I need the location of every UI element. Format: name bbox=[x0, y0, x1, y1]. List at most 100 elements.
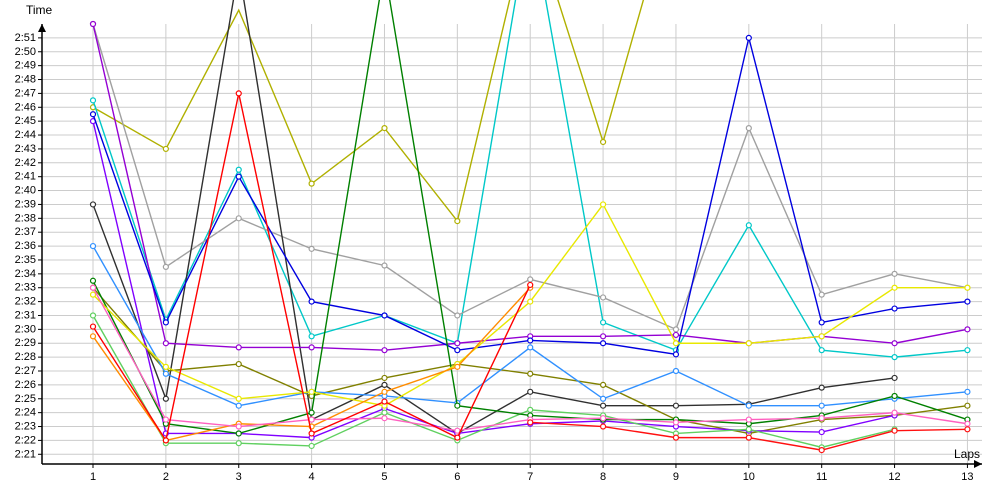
series-marker bbox=[892, 306, 897, 311]
series-marker bbox=[746, 403, 751, 408]
series-marker bbox=[91, 112, 96, 117]
series-marker bbox=[236, 216, 241, 221]
series-marker bbox=[892, 285, 897, 290]
x-tick-label: 10 bbox=[743, 471, 755, 483]
series-marker bbox=[965, 403, 970, 408]
series-marker bbox=[965, 299, 970, 304]
series-marker bbox=[601, 416, 606, 421]
series-marker bbox=[746, 341, 751, 346]
y-tick-label: 2:42 bbox=[15, 157, 36, 169]
series-marker bbox=[163, 396, 168, 401]
series-marker bbox=[91, 313, 96, 318]
series-marker bbox=[746, 35, 751, 40]
series-marker bbox=[382, 348, 387, 353]
series-marker bbox=[673, 332, 678, 337]
series-marker bbox=[382, 126, 387, 131]
series-marker bbox=[673, 420, 678, 425]
y-tick-label: 2:41 bbox=[15, 171, 36, 183]
series-marker bbox=[309, 389, 314, 394]
series-marker bbox=[819, 292, 824, 297]
series-marker bbox=[91, 22, 96, 27]
y-tick-label: 2:47 bbox=[15, 87, 36, 99]
series-marker bbox=[892, 410, 897, 415]
y-tick-label: 2:23 bbox=[15, 421, 36, 433]
series-marker bbox=[163, 264, 168, 269]
series-marker bbox=[601, 202, 606, 207]
series-marker bbox=[91, 324, 96, 329]
series-marker bbox=[163, 364, 168, 369]
series-marker bbox=[236, 403, 241, 408]
x-tick-label: 1 bbox=[90, 471, 96, 483]
series-marker bbox=[601, 382, 606, 387]
x-tick-label: 11 bbox=[816, 471, 827, 483]
y-tick-label: 2:22 bbox=[15, 434, 36, 446]
y-tick-label: 2:29 bbox=[15, 337, 36, 349]
series-marker bbox=[236, 345, 241, 350]
lap-times-chart: 123456789101112132:212:222:232:242:252:2… bbox=[0, 0, 1000, 500]
series-marker bbox=[309, 443, 314, 448]
series-marker bbox=[309, 334, 314, 339]
series-marker bbox=[91, 292, 96, 297]
series-marker bbox=[673, 327, 678, 332]
series-marker bbox=[455, 348, 460, 353]
x-tick-label: 4 bbox=[309, 471, 315, 483]
series-marker bbox=[746, 435, 751, 440]
series-marker bbox=[892, 355, 897, 360]
series-marker bbox=[91, 278, 96, 283]
x-tick-label: 7 bbox=[527, 471, 533, 483]
y-tick-label: 2:49 bbox=[15, 60, 36, 72]
y-axis-label: Time bbox=[26, 3, 53, 17]
x-tick-label: 9 bbox=[673, 471, 679, 483]
series-marker bbox=[528, 371, 533, 376]
series-marker bbox=[236, 424, 241, 429]
y-tick-label: 2:38 bbox=[15, 212, 36, 224]
series-marker bbox=[91, 285, 96, 290]
y-tick-label: 2:28 bbox=[15, 351, 36, 363]
series-marker bbox=[601, 295, 606, 300]
series-marker bbox=[236, 362, 241, 367]
series-marker bbox=[746, 126, 751, 131]
series-marker bbox=[382, 263, 387, 268]
y-tick-label: 2:21 bbox=[15, 448, 36, 460]
y-tick-label: 2:50 bbox=[15, 46, 36, 58]
series-marker bbox=[236, 396, 241, 401]
series-marker bbox=[965, 327, 970, 332]
series-marker bbox=[673, 341, 678, 346]
series-marker bbox=[601, 341, 606, 346]
series-marker bbox=[673, 435, 678, 440]
series-marker bbox=[819, 385, 824, 390]
series-marker bbox=[382, 375, 387, 380]
y-tick-label: 2:37 bbox=[15, 226, 36, 238]
series-marker bbox=[163, 341, 168, 346]
x-axis-label: Laps bbox=[954, 447, 980, 461]
x-tick-label: 8 bbox=[600, 471, 606, 483]
series-marker bbox=[819, 403, 824, 408]
series-marker bbox=[309, 417, 314, 422]
series-marker bbox=[528, 407, 533, 412]
series-marker bbox=[601, 396, 606, 401]
series-marker bbox=[236, 167, 241, 172]
series-marker bbox=[382, 313, 387, 318]
series-marker bbox=[455, 313, 460, 318]
series-marker bbox=[528, 345, 533, 350]
y-tick-label: 2:30 bbox=[15, 323, 36, 335]
y-tick-label: 2:25 bbox=[15, 393, 36, 405]
series-marker bbox=[673, 403, 678, 408]
series-marker bbox=[601, 424, 606, 429]
series-marker bbox=[236, 431, 241, 436]
series-marker bbox=[91, 244, 96, 249]
series-marker bbox=[236, 441, 241, 446]
y-tick-label: 2:48 bbox=[15, 74, 36, 86]
series-marker bbox=[892, 341, 897, 346]
series-marker bbox=[892, 375, 897, 380]
series-marker bbox=[601, 334, 606, 339]
series-marker bbox=[528, 277, 533, 282]
series-marker bbox=[163, 320, 168, 325]
series-marker bbox=[601, 403, 606, 408]
series-marker bbox=[236, 91, 241, 96]
x-tick-label: 3 bbox=[236, 471, 242, 483]
series-marker bbox=[601, 320, 606, 325]
y-tick-label: 2:43 bbox=[15, 143, 36, 155]
series-marker bbox=[819, 334, 824, 339]
series-marker bbox=[819, 416, 824, 421]
